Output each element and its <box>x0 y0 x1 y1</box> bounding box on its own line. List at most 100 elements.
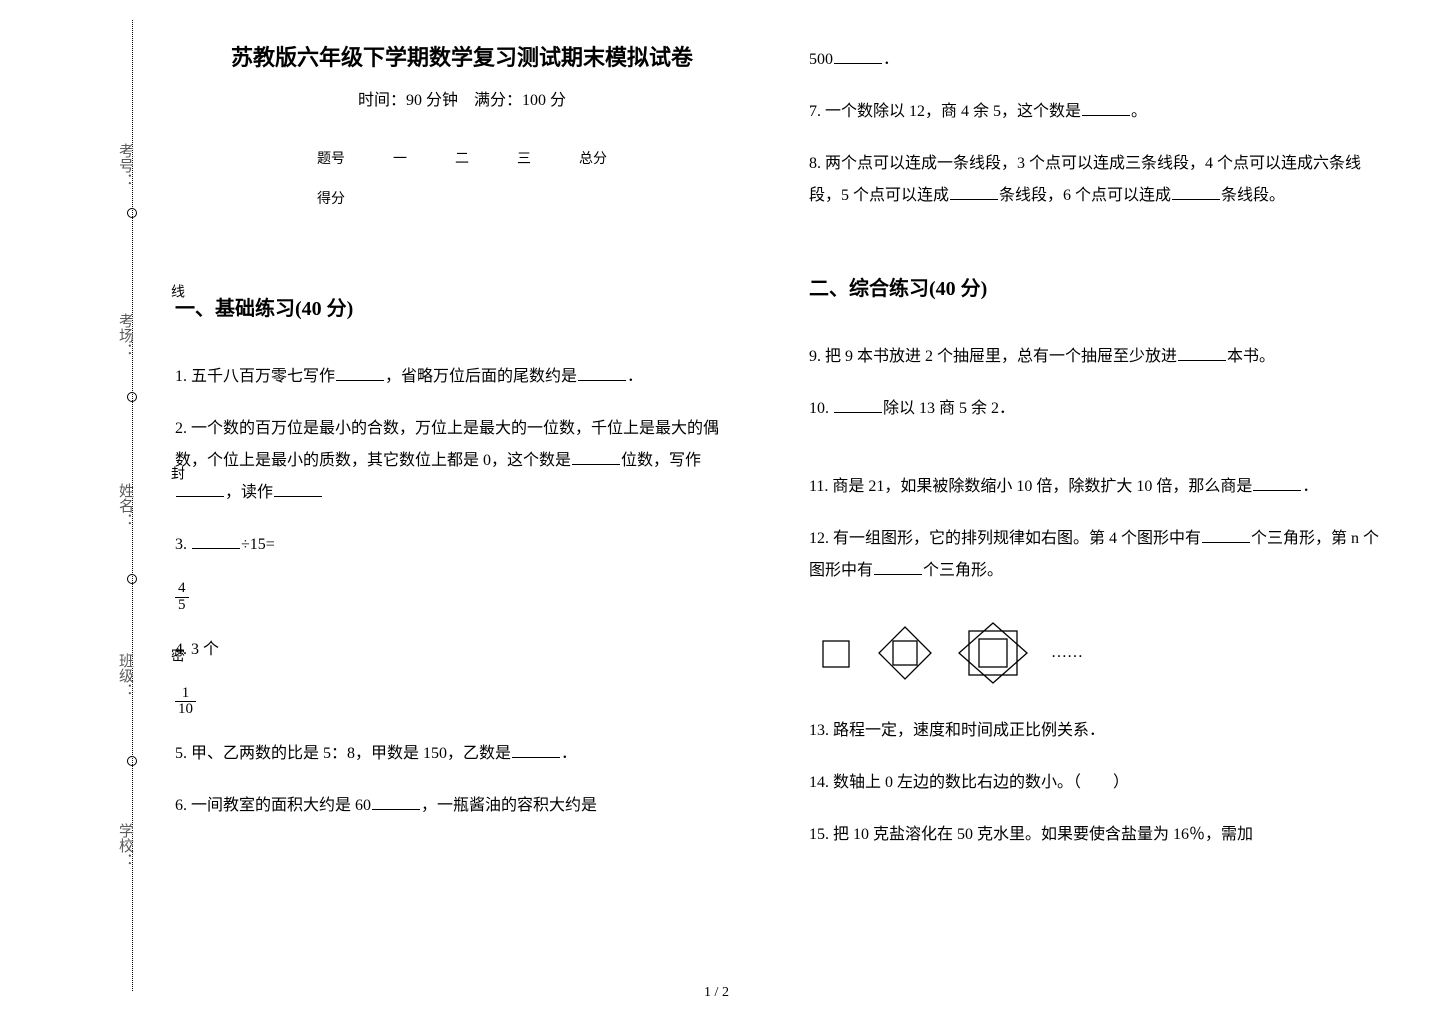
table-cell: 得分 <box>293 178 369 218</box>
question-1: 1. 五千八百万零七写作 ，省略万位后面的尾数约是 ． <box>175 361 749 393</box>
question-12: 12. 有一组图形，它的排列规律如右图。第 4 个图形中有个三角形，第 n 个图… <box>809 523 1383 587</box>
table-row: 得分 <box>293 178 631 218</box>
fill-blank <box>572 446 620 465</box>
fraction-numerator: 1 <box>175 686 196 703</box>
fill-blank <box>834 45 882 64</box>
question-text: 1. 五千八百万零七写作 <box>175 368 335 385</box>
pattern-shapes-row: …… <box>817 621 1383 685</box>
fill-blank <box>578 362 626 381</box>
fraction-numerator: 4 <box>175 581 189 598</box>
fraction: 1 10 <box>175 686 196 719</box>
binding-strip: 考号： 考场： 姓名： 班级： 学校： 线 封 密 <box>48 0 138 1011</box>
pattern-ellipsis: …… <box>1051 644 1083 662</box>
page-number: 1 / 2 <box>704 985 729 1001</box>
question-2: 2. 一个数的百万位是最小的合数，万位上是最大的一位数，千位上是最大的偶数，个位… <box>175 413 749 509</box>
pattern-shape-3 <box>955 621 1031 685</box>
binding-labels: 考号： 考场： 姓名： 班级： 学校： <box>106 0 136 1011</box>
table-cell <box>431 178 493 218</box>
question-text: 12. 有一组图形，它的排列规律如右图。第 4 个图形中有 <box>809 530 1201 547</box>
fill-blank <box>1178 342 1226 361</box>
fill-blank <box>274 478 322 497</box>
fraction: 4 5 <box>175 581 189 614</box>
question-text: ÷15= <box>241 536 275 553</box>
table-cell: 二 <box>431 138 493 178</box>
fill-blank <box>1172 181 1220 200</box>
table-cell <box>493 178 555 218</box>
question-5: 5. 甲、乙两数的比是 5：8，甲数是 150，乙数是 ． <box>175 738 749 770</box>
binding-label: 考场： <box>106 313 136 358</box>
paper-title: 苏教版六年级下学期数学复习测试期末模拟试卷 <box>175 40 749 72</box>
question-text: 7. 一个数除以 12，商 4 余 5，这个数是 <box>809 103 1081 120</box>
table-cell: 题号 <box>293 138 369 178</box>
question-text: ，省略万位后面的尾数约是 <box>385 368 577 385</box>
question-13: 13. 路程一定，速度和时间成正比例关系． <box>809 715 1383 747</box>
pattern-shape-1 <box>817 627 855 679</box>
binding-label: 姓名： <box>106 483 136 528</box>
question-text: 13. 路程一定，速度和时间成正比例关系． <box>809 722 1105 739</box>
fill-blank <box>874 556 922 575</box>
fraction-denominator: 10 <box>175 702 196 718</box>
section-title: 一、基础练习(40 分) <box>175 292 749 321</box>
binding-label: 考号： <box>106 143 136 188</box>
question-text: 14. 数轴上 0 左边的数比右边的数小。（ ） <box>809 774 1129 791</box>
question-text: 本书。 <box>1227 348 1275 365</box>
question-text: ． <box>1302 478 1318 495</box>
score-table: 题号 一 二 三 总分 得分 <box>293 138 631 218</box>
question-6-part2: 500 ． <box>809 44 1383 76</box>
table-row: 题号 一 二 三 总分 <box>293 138 631 178</box>
question-text: ，读作 <box>225 484 273 501</box>
section-title: 二、综合练习(40 分) <box>809 272 1383 301</box>
question-text: 15. 把 10 克盐溶化在 50 克水里。如果要使含盐量为 16％，需加 <box>809 826 1253 843</box>
fraction-denominator: 5 <box>175 598 189 614</box>
table-cell: 一 <box>369 138 431 178</box>
question-text: 9. 把 9 本书放进 2 个抽屉里，总有一个抽屉至少放进 <box>809 348 1177 365</box>
fill-blank <box>1253 472 1301 491</box>
fill-blank <box>176 478 224 497</box>
question-text: 5. 甲、乙两数的比是 5：8，甲数是 150，乙数是 <box>175 745 511 762</box>
question-11: 11. 商是 21，如果被除数缩小 10 倍，除数扩大 10 倍，那么商是 ． <box>809 471 1383 503</box>
question-8: 8. 两个点可以连成一条线段，3 个点可以连成三条线段，4 个点可以连成六条线段… <box>809 148 1383 212</box>
question-6-part1: 6. 一间教室的面积大约是 60 ，一瓶酱油的容积大约是 <box>175 790 749 822</box>
question-text: 条线段。 <box>1221 187 1285 204</box>
question-text: 条线段，6 个点可以连成 <box>999 187 1171 204</box>
question-15: 15. 把 10 克盐溶化在 50 克水里。如果要使含盐量为 16％，需加 <box>809 819 1383 851</box>
question-text: 500 <box>809 51 833 68</box>
table-cell <box>555 178 631 218</box>
fill-blank <box>1082 97 1130 116</box>
question-text: ． <box>561 745 577 762</box>
right-column: 500 ． 7. 一个数除以 12，商 4 余 5，这个数是。 8. 两个点可以连… <box>809 40 1383 991</box>
question-14: 14. 数轴上 0 左边的数比右边的数小。（ ） <box>809 767 1383 799</box>
left-column: 苏教版六年级下学期数学复习测试期末模拟试卷 时间：90 分钟 满分：100 分 … <box>175 40 749 991</box>
question-text: 3. <box>175 536 191 553</box>
question-text: 11. 商是 21，如果被除数缩小 10 倍，除数扩大 10 倍，那么商是 <box>809 478 1252 495</box>
fill-blank <box>950 181 998 200</box>
question-text: 个三角形。 <box>923 562 1003 579</box>
fill-blank <box>1202 524 1250 543</box>
question-text: ． <box>627 368 643 385</box>
question-text: ，一瓶酱油的容积大约是 <box>421 797 597 814</box>
fill-blank <box>372 791 420 810</box>
question-4: 4. 3 个 <box>175 634 749 666</box>
question-text: 除以 13 商 5 余 2． <box>883 400 1015 417</box>
question-text: 4. 3 个 <box>175 641 219 658</box>
question-7: 7. 一个数除以 12，商 4 余 5，这个数是。 <box>809 96 1383 128</box>
fill-blank <box>192 530 240 549</box>
question-10: 10. 除以 13 商 5 余 2． <box>809 393 1383 425</box>
question-text: ． <box>883 51 899 68</box>
fraction-1-10: 1 10 <box>175 686 749 719</box>
binding-label: 学校： <box>106 823 136 868</box>
table-cell <box>369 178 431 218</box>
fill-blank <box>336 362 384 381</box>
fraction-4-5: 4 5 <box>175 581 749 614</box>
question-3: 3. ÷15= <box>175 529 749 561</box>
paper-subtitle: 时间：90 分钟 满分：100 分 <box>175 86 749 110</box>
question-text: 6. 一间教室的面积大约是 60 <box>175 797 371 814</box>
table-cell: 三 <box>493 138 555 178</box>
fill-blank <box>834 394 882 413</box>
question-9: 9. 把 9 本书放进 2 个抽屉里，总有一个抽屉至少放进 本书。 <box>809 341 1383 373</box>
binding-label: 班级： <box>106 653 136 698</box>
fill-blank <box>512 739 560 758</box>
question-text: 位数，写作 <box>621 452 701 469</box>
question-text: 10. <box>809 400 833 417</box>
page-content: 苏教版六年级下学期数学复习测试期末模拟试卷 时间：90 分钟 满分：100 分 … <box>175 40 1383 991</box>
